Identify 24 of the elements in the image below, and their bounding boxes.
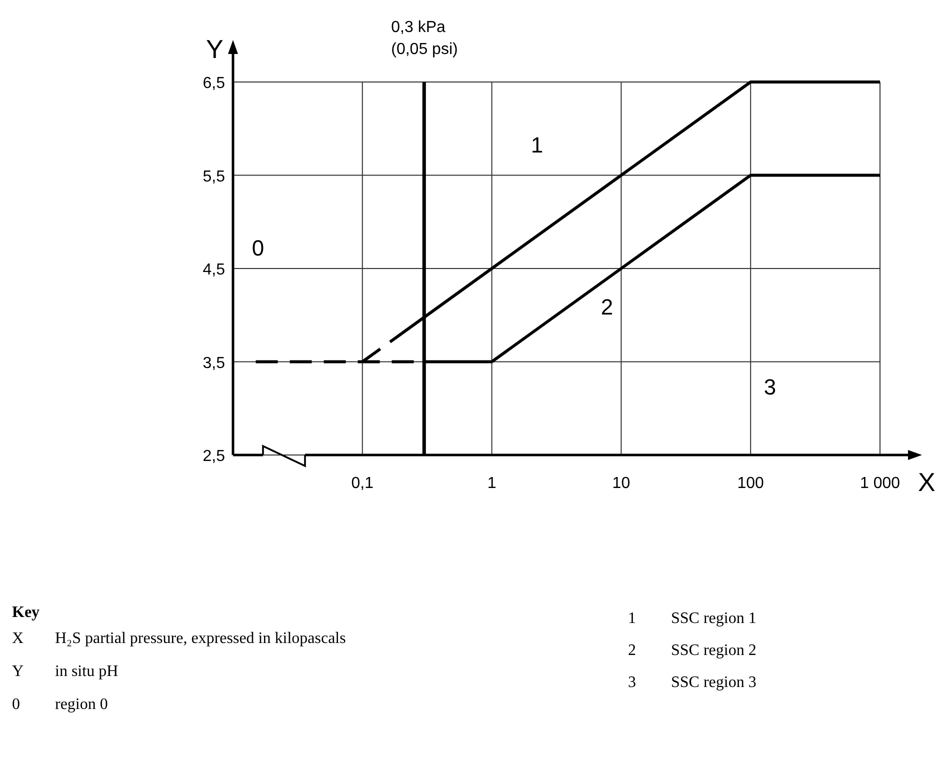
y-tick-label: 4,5 [202, 262, 226, 278]
x-tick-label: 100 [737, 475, 764, 492]
x-tick-label: 1 [487, 475, 496, 492]
annotation: 3 [764, 374, 776, 400]
text: 3 SSC region 3 [628, 674, 756, 691]
annotation: 0 [252, 236, 264, 260]
y-tick-label: 6,5 [202, 75, 226, 92]
y-tick-label: 3,5 [202, 354, 226, 372]
y-tick-label: 2,5 [202, 448, 226, 465]
text: 0 region 0 [12, 696, 108, 713]
x-tick-label: 0,1 [351, 475, 374, 492]
text: 2 SSC region 2 [628, 642, 756, 659]
text: Key [12, 604, 40, 621]
x-tick-label: 10 [612, 475, 630, 492]
text: X H₂S partial pressure, expressed in kilopascals [12, 630, 346, 647]
annotation: 1 [530, 132, 544, 158]
y-axis-title: Y [206, 34, 224, 64]
annotation: 2 [600, 294, 614, 320]
y-tick-label: 5,5 [202, 168, 226, 186]
x-axis-title: X [918, 467, 936, 497]
x-tick-label: 1 000 [860, 475, 900, 492]
ref-line-label: 0,3 kPa (0,05 psi) [391, 19, 458, 58]
text: Y in situ pH [12, 663, 118, 680]
text: 1 SSC region 1 [628, 610, 756, 627]
